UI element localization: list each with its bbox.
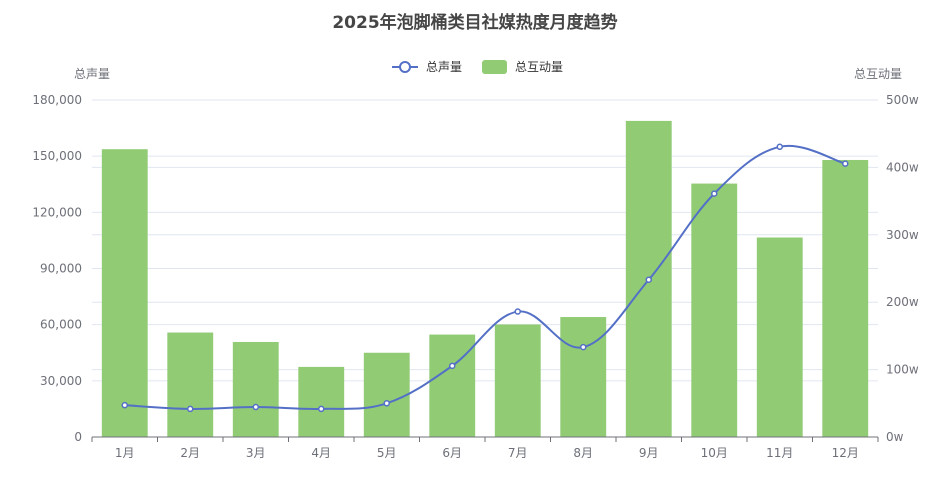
bar: [363, 352, 410, 437]
legend-label-line: 总声量: [426, 60, 462, 74]
legend-bar-icon: [482, 60, 507, 74]
legend-item-line[interactable]: 总声量: [392, 60, 462, 74]
right-tick-label: 200w: [886, 295, 919, 309]
line-point: [776, 143, 783, 151]
right-tick-label: 300w: [886, 228, 919, 242]
right-tick-label: 0w: [886, 430, 904, 444]
left-tick-label: 60,000: [40, 318, 82, 332]
bar: [101, 149, 148, 437]
legend-label-bar: 总互动量: [515, 60, 563, 74]
x-tick-label: 5月: [377, 446, 397, 460]
legend-item-bar[interactable]: 总互动量: [482, 60, 563, 74]
line-point: [318, 405, 325, 413]
line-point: [514, 308, 521, 315]
x-tick-label: 11月: [766, 446, 793, 460]
line-point: [842, 160, 849, 167]
bar-series: [101, 120, 869, 438]
bar: [429, 334, 476, 437]
line-point: [383, 400, 390, 407]
line-point: [187, 405, 194, 413]
left-tick-label: 0: [74, 430, 82, 444]
x-tick-label: 12月: [832, 446, 859, 460]
left-tick-label: 90,000: [40, 262, 82, 276]
line-series: [121, 143, 849, 413]
x-tick-label: 10月: [701, 446, 728, 460]
left-tick-label: 150,000: [32, 149, 82, 163]
legend-line-marker-icon: [399, 61, 411, 73]
left-tick-label: 30,000: [40, 374, 82, 388]
right-tick-label: 400w: [886, 160, 919, 174]
x-tick-label: 1月: [115, 446, 135, 460]
x-tick-label: 6月: [442, 446, 462, 460]
bar: [560, 317, 607, 437]
bar: [822, 159, 869, 437]
left-axis-name: 总声量: [74, 67, 110, 81]
line-point: [252, 403, 259, 411]
x-tick-label: 8月: [573, 446, 593, 460]
bar: [167, 332, 214, 437]
line-point: [121, 401, 128, 409]
chart-title: 2025年泡脚桶类目社媒热度月度趋势: [332, 13, 618, 33]
grid-lines: [92, 99, 878, 382]
line-point: [645, 276, 652, 283]
line-point: [449, 362, 456, 370]
x-tick-label: 4月: [311, 446, 331, 460]
x-tick-label: 7月: [508, 446, 528, 460]
right-tick-label: 100w: [886, 363, 919, 377]
line-point: [711, 190, 718, 197]
right-tick-label: 500w: [886, 93, 919, 107]
right-axis-name: 总互动量: [854, 67, 902, 81]
legend[interactable]: 总声量 总互动量: [392, 60, 563, 74]
bar: [232, 341, 279, 437]
x-tick-label: 3月: [246, 446, 266, 460]
left-tick-label: 180,000: [32, 93, 82, 107]
axes: 0 30,000 60,000 90,000 120,000 150,000 180,000…: [32, 93, 919, 460]
bar: [298, 366, 345, 437]
bar: [691, 183, 738, 437]
bar: [756, 237, 803, 437]
x-tick-label: 9月: [639, 446, 659, 460]
x-tick-label: 2月: [180, 446, 200, 460]
bar: [494, 324, 541, 437]
line-point: [580, 343, 587, 351]
left-tick-label: 120,000: [32, 205, 82, 219]
